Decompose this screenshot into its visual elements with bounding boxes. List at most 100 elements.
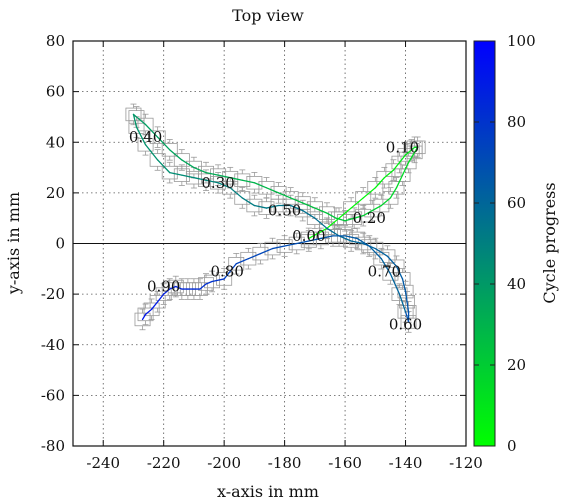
error-marker (306, 207, 323, 229)
trajectory-segment (356, 237, 370, 247)
trajectory-segment (404, 311, 410, 323)
trajectory-segment (302, 202, 316, 209)
trajectory-segment (144, 123, 159, 138)
plot-area: 0.00 0.10 0.20 0.30 0.40 0.50 0.60 0.70 0.80 0.90… (41, 32, 483, 472)
error-marker (173, 278, 190, 300)
error-marker (397, 301, 414, 323)
trajectory-segment (302, 209, 316, 219)
trajectory-segment (389, 273, 401, 295)
x-tick-label: -200 (207, 454, 241, 472)
trajectory-segment (175, 285, 183, 290)
progress-annotation: 0.70 (368, 262, 401, 280)
error-marker (216, 268, 233, 290)
error-marker (385, 159, 402, 181)
trajectory-segment (395, 174, 404, 189)
trajectory-segment (296, 240, 310, 245)
trajectory-segment (241, 179, 256, 184)
error-marker (258, 197, 275, 219)
progress-annotation: 0.30 (201, 174, 234, 192)
error-marker (364, 199, 381, 222)
colorbar-tick-label: 0 (507, 437, 517, 455)
colorbar-tick-label: 100 (507, 32, 536, 50)
error-marker (382, 263, 399, 285)
colorbar-tick-label: 60 (507, 194, 526, 212)
error-marker (276, 235, 293, 257)
x-tick-label: -140 (389, 454, 423, 472)
trajectory-segment (338, 235, 352, 242)
trajectory-segment (344, 217, 355, 222)
error-marker (137, 134, 154, 156)
error-marker (134, 308, 151, 331)
trajectory-segment (404, 149, 413, 156)
trajectory-segment (389, 187, 398, 199)
trajectory-segment (169, 149, 183, 161)
progress-annotation: 0.90 (147, 278, 180, 296)
error-marker (367, 177, 384, 199)
trajectory-segment (253, 204, 268, 209)
trajectory-segment (308, 237, 322, 242)
error-marker (149, 126, 166, 148)
x-tick-label: -120 (449, 454, 483, 472)
error-marker (361, 235, 378, 257)
error-marker (210, 172, 227, 194)
trajectory-segment (253, 182, 268, 189)
error-marker (161, 278, 178, 300)
trajectory-segment (392, 161, 401, 171)
colorbar-tick-label: 40 (507, 275, 526, 293)
error-marker (355, 232, 372, 255)
trajectory-segment (205, 171, 219, 176)
trajectory-segment (199, 283, 207, 290)
chart-title: Top view (232, 6, 304, 25)
trajectory-segment (211, 278, 225, 283)
trajectory-segment (247, 252, 262, 260)
trajectory-segment (383, 169, 395, 179)
trajectory-segment (193, 166, 207, 174)
trajectory-segment (259, 247, 274, 255)
y-tick-label: 20 (46, 184, 65, 202)
y-tick-label: -60 (41, 386, 65, 404)
trajectory-segment (350, 240, 364, 245)
trajectory-segment (265, 204, 280, 209)
colorbar-gradient (473, 40, 496, 447)
trajectory-segment (353, 215, 364, 219)
trajectory-segment (406, 301, 410, 313)
y-tick-label: -80 (41, 437, 65, 455)
error-marker (355, 187, 372, 209)
trajectory-segment (407, 151, 416, 164)
y-tick-label: 40 (46, 133, 65, 151)
colorbar-label: Cycle progress (540, 182, 559, 303)
trajectory-segment (135, 116, 147, 126)
trajectory-segment (290, 197, 304, 204)
trajectory-segment (229, 177, 243, 181)
x-tick-label: -180 (268, 454, 302, 472)
trajectory-segment (374, 247, 389, 257)
trajectory-segment (229, 187, 243, 199)
error-marker (391, 283, 408, 305)
error-marker (173, 164, 190, 186)
trajectory-segment (132, 113, 138, 128)
trajectory-segment (326, 212, 337, 219)
x-axis-label: x-axis in mm (217, 482, 319, 501)
trajectory-segment (326, 227, 340, 237)
trajectory-segment (217, 174, 231, 179)
progress-annotation: 0.50 (268, 202, 301, 220)
error-marker (258, 177, 275, 199)
trajectory-segment (223, 263, 237, 280)
progress-annotation: 0.10 (386, 138, 419, 156)
trajectory-segment (163, 288, 171, 295)
error-marker (282, 187, 299, 209)
trajectory-segment (314, 207, 328, 214)
progress-annotation: 0.00 (292, 227, 325, 245)
trajectory-segment (410, 146, 416, 151)
y-tick-label: 0 (55, 235, 65, 253)
error-marker (161, 161, 178, 184)
error-marker (282, 194, 299, 217)
trajectory-segment (371, 204, 383, 212)
y-tick-label: 60 (46, 83, 65, 101)
trajectory-segment (241, 197, 256, 207)
error-marker (246, 194, 263, 217)
trajectory-segment (362, 209, 373, 217)
trajectory-segment (398, 293, 407, 313)
trajectory-segment (217, 182, 231, 189)
trajectory-segment (181, 174, 195, 179)
